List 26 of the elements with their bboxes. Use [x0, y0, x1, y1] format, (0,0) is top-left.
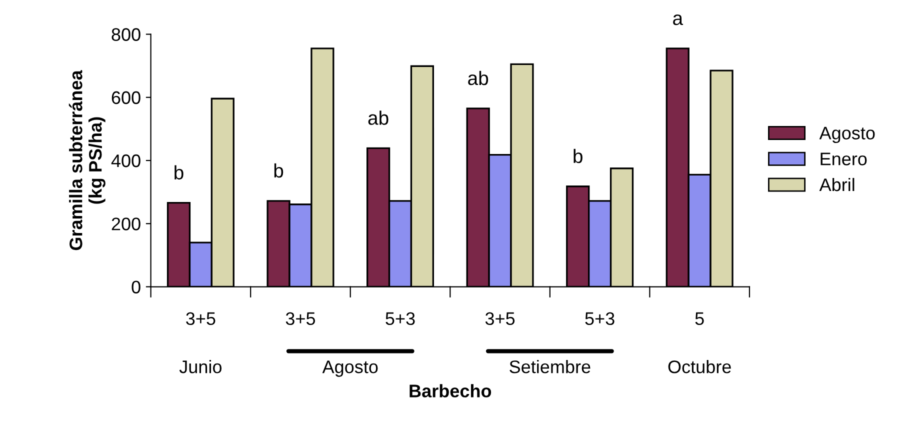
x-axis-title: Barbecho — [410, 384, 492, 398]
annotation: ab — [468, 70, 488, 86]
text: Setiembre — [510, 360, 590, 374]
text: Agosto — [322, 360, 378, 377]
legend-label: Enero — [820, 152, 867, 166]
legend-label: Abril — [819, 178, 854, 192]
x-tick-label: 5+3 — [386, 312, 415, 326]
text: Junio — [179, 360, 222, 374]
text: Octubre — [668, 360, 731, 374]
y-tick-label: 200 — [112, 218, 140, 230]
legend-label: Agosto — [819, 126, 875, 144]
x-tick-label: 3+5 — [186, 312, 216, 326]
text: a — [673, 14, 684, 26]
annotation: b — [574, 148, 582, 164]
y-axis-title: Gramilla subterránea (kg PS/ha) — [68, 70, 106, 250]
x-tick-label: 5+3 — [585, 312, 614, 326]
x-tick-label: 5 — [695, 312, 704, 326]
y-tick-label: 800 — [112, 28, 140, 41]
x-tick-label: 3+5 — [485, 312, 515, 326]
y-tick-label: 0 — [132, 280, 140, 294]
x-tick-label: 3+5 — [286, 312, 316, 326]
annotation: b — [174, 165, 184, 180]
y-tick-label: 600 — [112, 91, 140, 104]
annotation: b — [274, 163, 284, 178]
y-tick-label: 400 — [111, 154, 140, 168]
annotation: ab — [368, 110, 388, 125]
